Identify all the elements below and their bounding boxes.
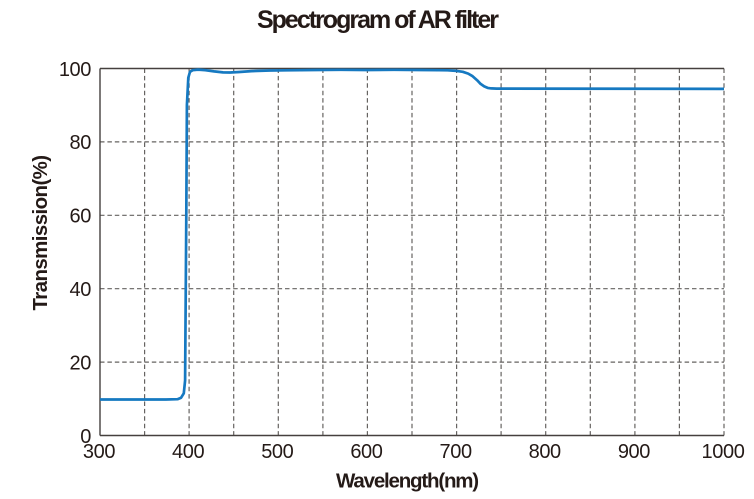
svg-text:800: 800 xyxy=(529,441,561,463)
svg-text:Transmission(%): Transmission(%) xyxy=(29,155,52,310)
svg-text:100: 100 xyxy=(59,59,91,81)
svg-text:Spectrogram of AR filter: Spectrogram of AR filter xyxy=(257,6,499,34)
svg-text:900: 900 xyxy=(618,441,650,463)
svg-text:400: 400 xyxy=(172,441,204,463)
svg-text:500: 500 xyxy=(261,441,293,463)
svg-text:600: 600 xyxy=(350,441,382,463)
svg-text:80: 80 xyxy=(70,132,92,154)
svg-text:700: 700 xyxy=(440,441,472,463)
svg-text:20: 20 xyxy=(70,352,92,374)
svg-text:40: 40 xyxy=(70,279,92,301)
svg-text:Wavelength(nm): Wavelength(nm) xyxy=(336,470,478,493)
svg-text:60: 60 xyxy=(70,206,92,228)
svg-text:300: 300 xyxy=(83,441,115,463)
svg-text:1000: 1000 xyxy=(702,441,745,463)
svg-text:0: 0 xyxy=(80,426,91,448)
